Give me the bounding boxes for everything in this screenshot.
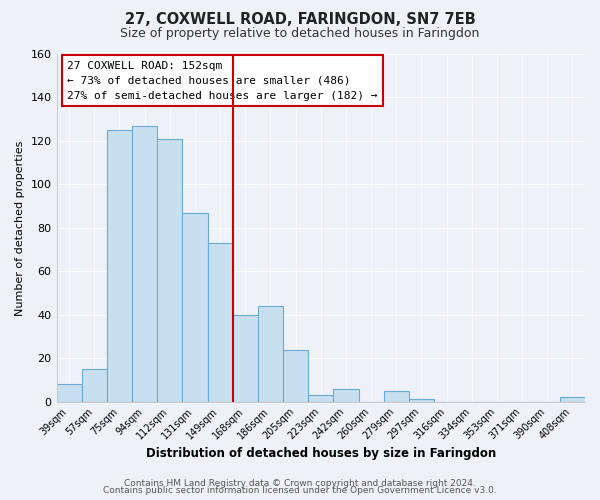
X-axis label: Distribution of detached houses by size in Faringdon: Distribution of detached houses by size … xyxy=(146,447,496,460)
Bar xyxy=(107,130,132,402)
Bar xyxy=(409,400,434,402)
Bar xyxy=(560,398,585,402)
Bar xyxy=(233,315,258,402)
Bar xyxy=(157,138,182,402)
Y-axis label: Number of detached properties: Number of detached properties xyxy=(15,140,25,316)
Bar xyxy=(258,306,283,402)
Text: Contains HM Land Registry data © Crown copyright and database right 2024.: Contains HM Land Registry data © Crown c… xyxy=(124,478,476,488)
Bar xyxy=(383,391,409,402)
Bar xyxy=(334,388,359,402)
Bar xyxy=(132,126,157,402)
Text: 27, COXWELL ROAD, FARINGDON, SN7 7EB: 27, COXWELL ROAD, FARINGDON, SN7 7EB xyxy=(125,12,475,28)
Text: 27 COXWELL ROAD: 152sqm
← 73% of detached houses are smaller (486)
27% of semi-d: 27 COXWELL ROAD: 152sqm ← 73% of detache… xyxy=(67,61,377,100)
Bar xyxy=(82,369,107,402)
Bar xyxy=(56,384,82,402)
Bar xyxy=(308,395,334,402)
Text: Size of property relative to detached houses in Faringdon: Size of property relative to detached ho… xyxy=(121,28,479,40)
Bar xyxy=(283,350,308,402)
Bar xyxy=(182,212,208,402)
Bar xyxy=(208,243,233,402)
Text: Contains public sector information licensed under the Open Government Licence v3: Contains public sector information licen… xyxy=(103,486,497,495)
